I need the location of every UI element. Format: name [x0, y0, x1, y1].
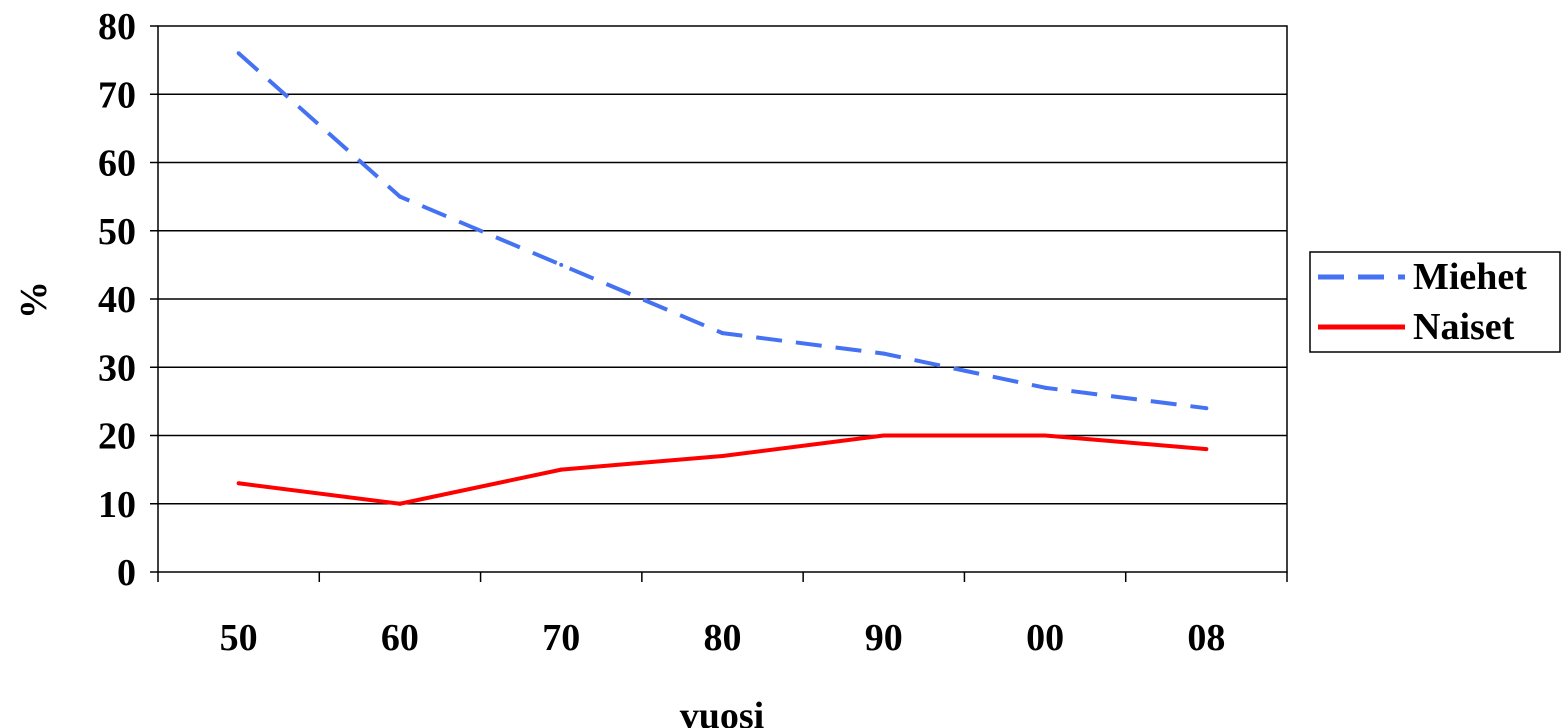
y-tick-label-70: 70 [98, 74, 136, 116]
y-tick-label-40: 40 [98, 279, 136, 321]
data-point-naiset-70 [559, 467, 564, 472]
data-point-naiset-08 [1204, 447, 1209, 452]
x-tick-label-70: 70 [542, 617, 580, 659]
y-tick-label-80: 80 [98, 6, 136, 48]
y-tick-label-20: 20 [98, 416, 136, 458]
data-point-naiset-90 [881, 433, 886, 438]
data-point-miehet-00 [1043, 385, 1048, 390]
data-point-miehet-80 [720, 331, 725, 336]
axes [150, 25, 1288, 582]
y-axis-title: % [13, 281, 55, 319]
data-point-miehet-60 [397, 194, 402, 199]
x-tick-label-08: 08 [1187, 617, 1225, 659]
x-tick-label-00: 00 [1026, 617, 1064, 659]
legend-label-miehet: Miehet [1413, 256, 1527, 298]
y-tick-label-30: 30 [98, 347, 136, 389]
data-point-miehet-08 [1204, 406, 1209, 411]
data-point-miehet-70 [559, 262, 564, 267]
x-tick-label-60: 60 [381, 617, 419, 659]
x-tick-label-80: 80 [704, 617, 742, 659]
x-tick-label-90: 90 [865, 617, 903, 659]
data-point-naiset-60 [397, 501, 402, 506]
legend-label-naiset: Naiset [1413, 306, 1515, 348]
y-tick-labels: 0 10 20 30 40 50 60 70 80 [98, 6, 136, 594]
series-line-naiset [238, 433, 1207, 506]
y-tick-label-10: 10 [98, 484, 136, 526]
y-tick-label-50: 50 [98, 211, 136, 253]
x-axis-title: vuosi [680, 695, 764, 728]
legend: Miehet Naiset [1309, 251, 1561, 353]
legend-box [1309, 251, 1561, 353]
data-point-miehet-50 [236, 51, 241, 56]
data-point-naiset-50 [236, 481, 241, 486]
series-lines [236, 51, 1209, 506]
x-tick-label-50: 50 [220, 617, 258, 659]
x-tick-labels: 50 60 70 80 90 00 08 [220, 617, 1226, 659]
data-point-miehet-90 [881, 351, 886, 356]
grid-lines [158, 93, 1287, 505]
data-point-naiset-80 [720, 453, 725, 458]
y-tick-label-0: 0 [117, 552, 136, 594]
y-tick-label-60: 60 [98, 143, 136, 185]
data-point-naiset-00 [1043, 433, 1048, 438]
